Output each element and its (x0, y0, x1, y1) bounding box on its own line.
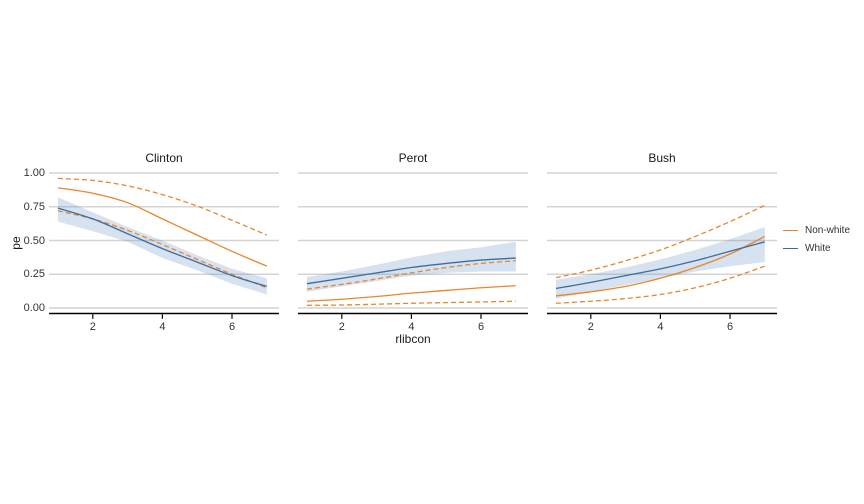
legend-key-line (783, 230, 798, 231)
confidence-band-white (58, 197, 267, 295)
x-tick-label: 4 (408, 321, 414, 333)
facet-panel-clinton: 2 4 6 (49, 172, 279, 333)
y-tick-label: 1.00 (23, 167, 45, 179)
series-non-white-ci (555, 265, 766, 304)
legend-item-white: White (783, 243, 850, 254)
legend: Non-white White (783, 225, 850, 261)
legend-label: Non-white (805, 225, 851, 236)
series-white-line (57, 207, 267, 288)
y-tick-label: 0.00 (23, 302, 45, 314)
facet-panel-bush: 2 4 6 (547, 172, 777, 333)
series-non-white-ci (555, 204, 766, 279)
x-tick-label: 2 (588, 321, 594, 333)
series-non-white-line (57, 187, 268, 267)
series-white-line (306, 257, 516, 285)
series-non-white-ci (306, 300, 516, 306)
legend-key-line (783, 248, 798, 249)
confidence-band-white (556, 227, 765, 299)
x-tick-label: 2 (90, 321, 96, 333)
facet-title-clinton: Clinton (145, 151, 183, 165)
x-tick-label: 6 (478, 321, 484, 333)
series-non-white-line (306, 285, 516, 302)
x-tick-label: 4 (159, 321, 165, 333)
legend-label: White (805, 243, 831, 254)
x-axis-title: rlibcon (395, 332, 431, 346)
x-tick-label: 4 (657, 321, 663, 333)
series-white-line (555, 241, 765, 290)
y-tick-label: 0.50 (23, 234, 45, 247)
y-tick-label: 0.75 (23, 200, 45, 213)
x-tick-label: 2 (339, 321, 345, 333)
confidence-band-white (307, 241, 516, 292)
facet-title-bush: Bush (648, 151, 676, 165)
facet-title-perot: Perot (398, 151, 428, 165)
y-tick-label: 0.25 (23, 268, 45, 281)
series-non-white-ci (306, 260, 516, 290)
series-non-white-ci (57, 177, 268, 236)
x-tick-label: 6 (727, 321, 733, 333)
facet-panel-perot: 2 4 6 (298, 172, 528, 333)
legend-item-non-white: Non-white (783, 225, 850, 236)
series-non-white-line (555, 235, 766, 297)
x-tick-label: 6 (229, 321, 235, 333)
